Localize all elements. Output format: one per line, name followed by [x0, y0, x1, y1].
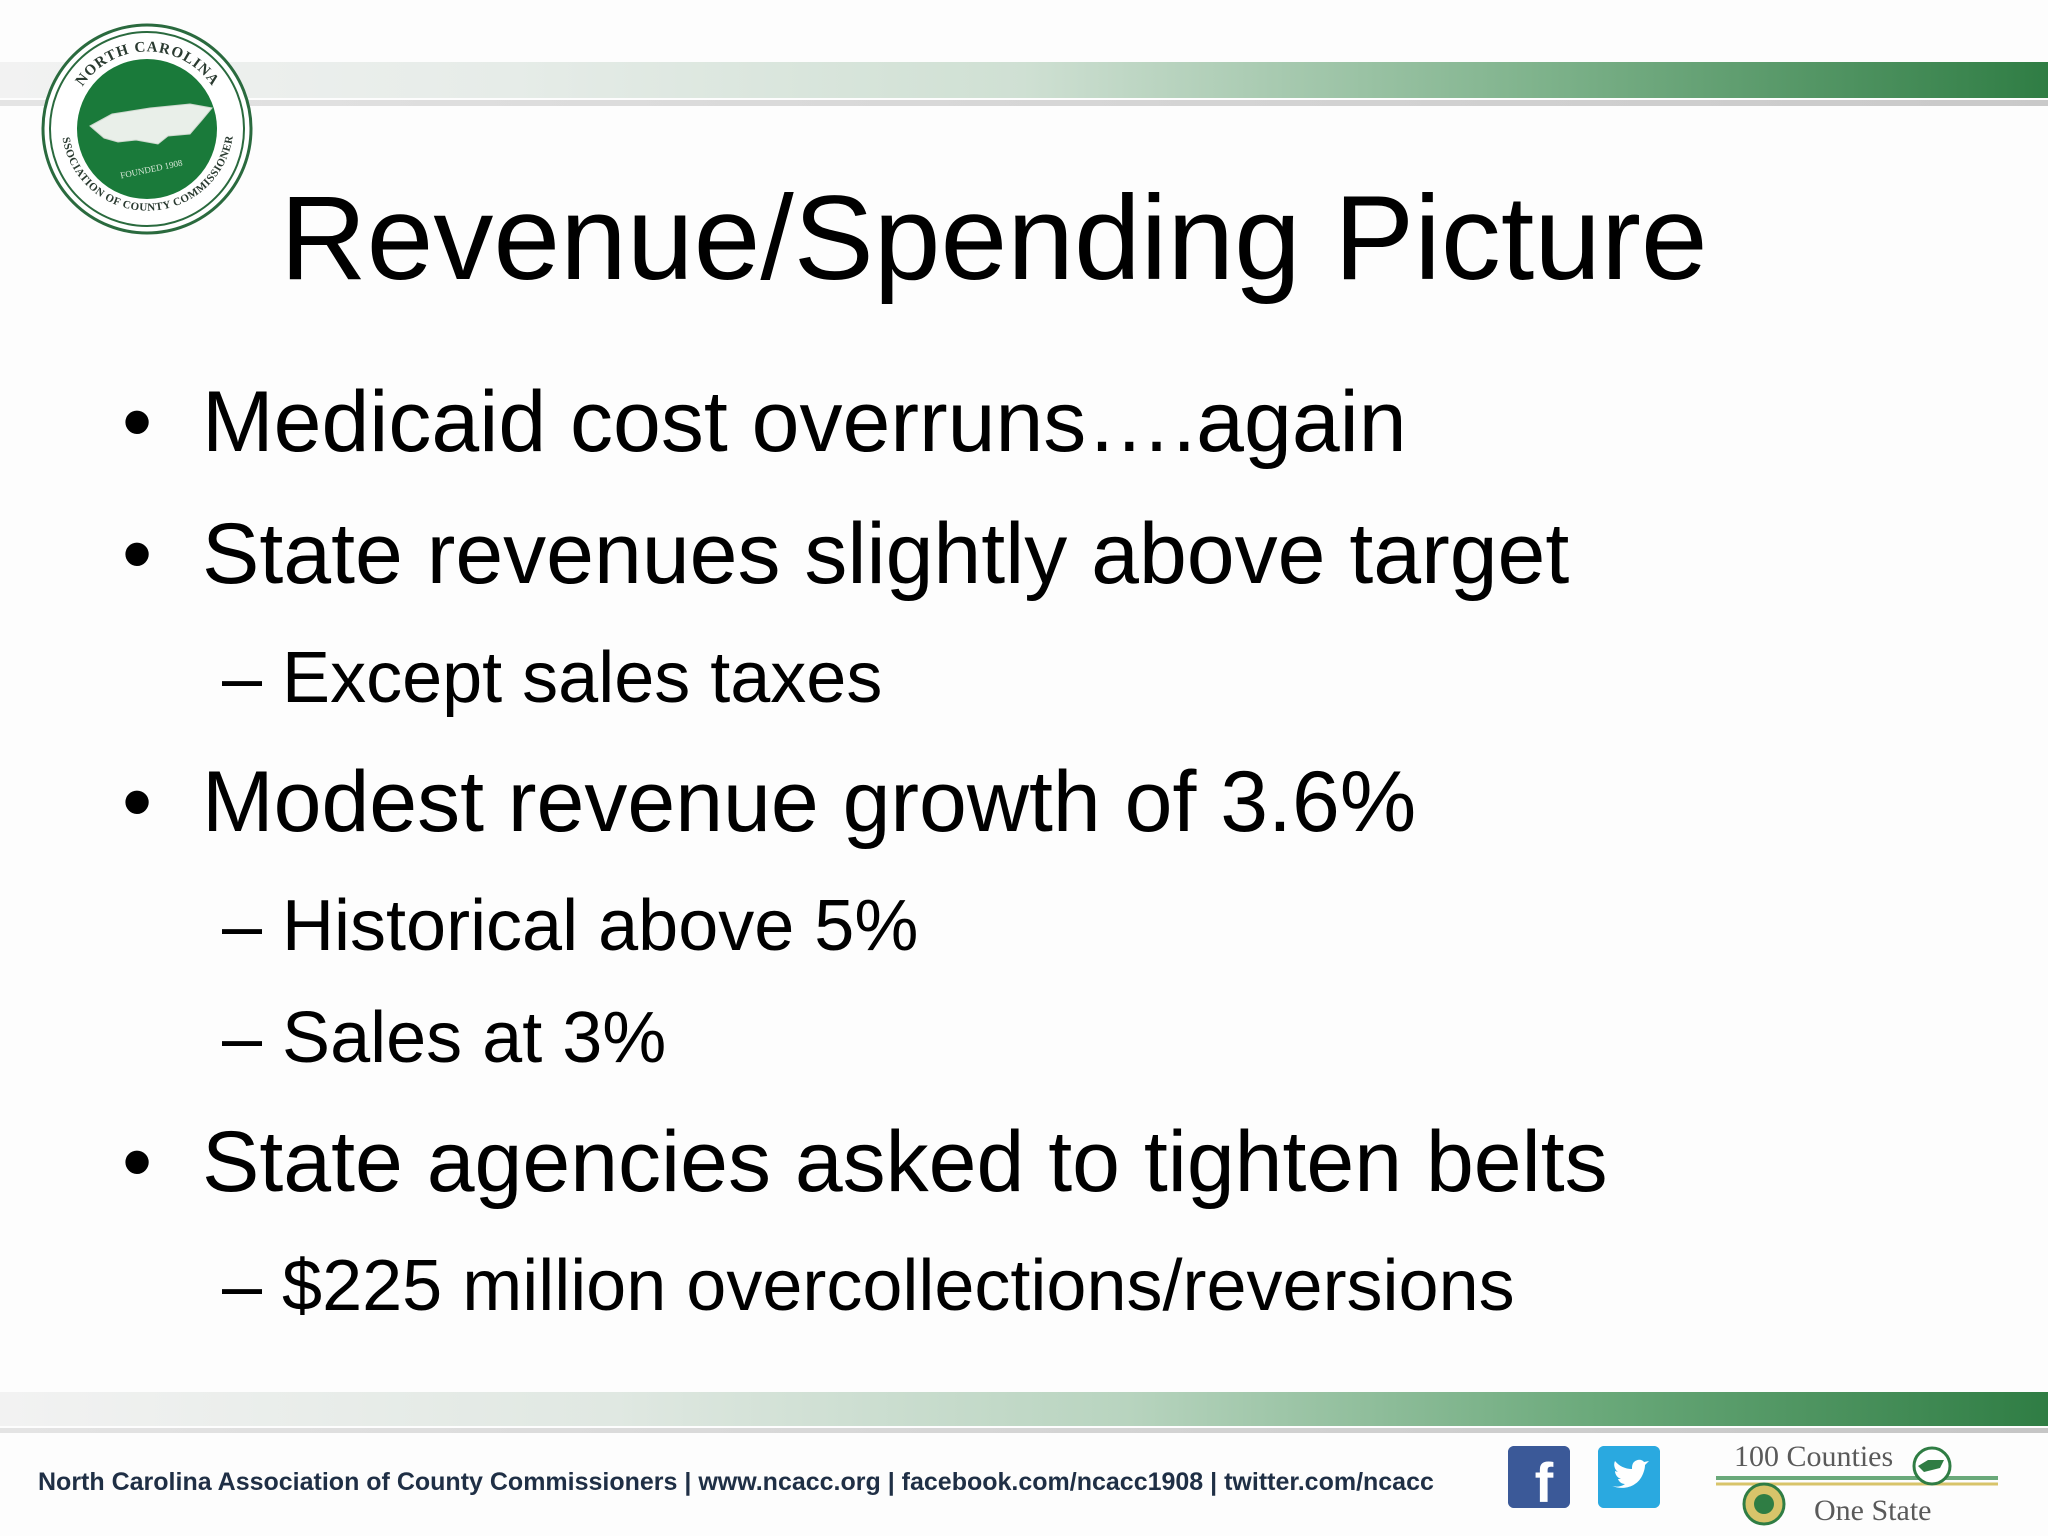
bullet-text: State revenues slightly above target	[202, 506, 1570, 602]
bullet-item: • Modest revenue growth of 3.6%	[122, 752, 1416, 852]
100-counties-badge	[1716, 1446, 1998, 1526]
badge-text-bottom: One State	[1814, 1494, 1932, 1527]
bullet-text: Modest revenue growth of 3.6%	[202, 754, 1417, 850]
bullet-text: State agencies asked to tighten belts	[202, 1114, 1608, 1210]
facebook-glyph: f	[1535, 1451, 1554, 1508]
facebook-icon[interactable]: f	[1508, 1446, 1570, 1508]
top-decorative-band	[0, 62, 2048, 98]
bullet-marker: •	[122, 374, 153, 470]
bullet-marker: •	[122, 754, 153, 850]
sub-bullet-item: – Sales at 3%	[222, 998, 667, 1078]
bullet-marker: •	[122, 1114, 153, 1210]
top-band-divider	[0, 100, 2048, 106]
bullet-text: Medicaid cost overruns….again	[202, 374, 1407, 470]
sub-bullet-item: – $225 million overcollections/reversion…	[222, 1246, 1515, 1326]
bullet-item: • State revenues slightly above target	[122, 504, 1569, 604]
sub-bullet-item: – Historical above 5%	[222, 886, 919, 966]
bullet-marker: •	[122, 506, 153, 602]
footer-text: North Carolina Association of County Com…	[38, 1468, 1434, 1496]
bullet-item: • State agencies asked to tighten belts	[122, 1112, 1608, 1212]
twitter-icon[interactable]	[1598, 1446, 1660, 1508]
bottom-band-divider	[0, 1428, 2048, 1433]
sub-bullet-item: – Except sales taxes	[222, 638, 883, 718]
slide-title: Revenue/Spending Picture	[280, 171, 1708, 305]
badge-text-top: 100 Counties	[1734, 1440, 1894, 1473]
bullet-item: • Medicaid cost overruns….again	[122, 372, 1407, 472]
bottom-decorative-band	[0, 1392, 2048, 1426]
